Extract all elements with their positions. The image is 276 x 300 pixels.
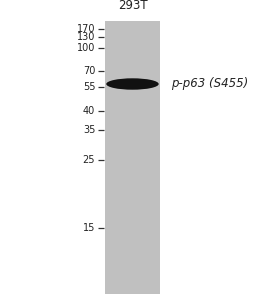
Text: 55: 55 (83, 82, 95, 92)
Text: 170: 170 (77, 23, 95, 34)
Ellipse shape (106, 78, 159, 90)
Text: p-p63 (S455): p-p63 (S455) (171, 77, 248, 91)
Text: 40: 40 (83, 106, 95, 116)
Text: 100: 100 (77, 43, 95, 53)
Text: 25: 25 (83, 154, 95, 165)
Bar (105, 21, 160, 294)
Text: 293T: 293T (118, 0, 147, 12)
Text: 15: 15 (83, 223, 95, 233)
Text: 35: 35 (83, 124, 95, 135)
Text: 130: 130 (77, 32, 95, 42)
Text: 70: 70 (83, 66, 95, 76)
